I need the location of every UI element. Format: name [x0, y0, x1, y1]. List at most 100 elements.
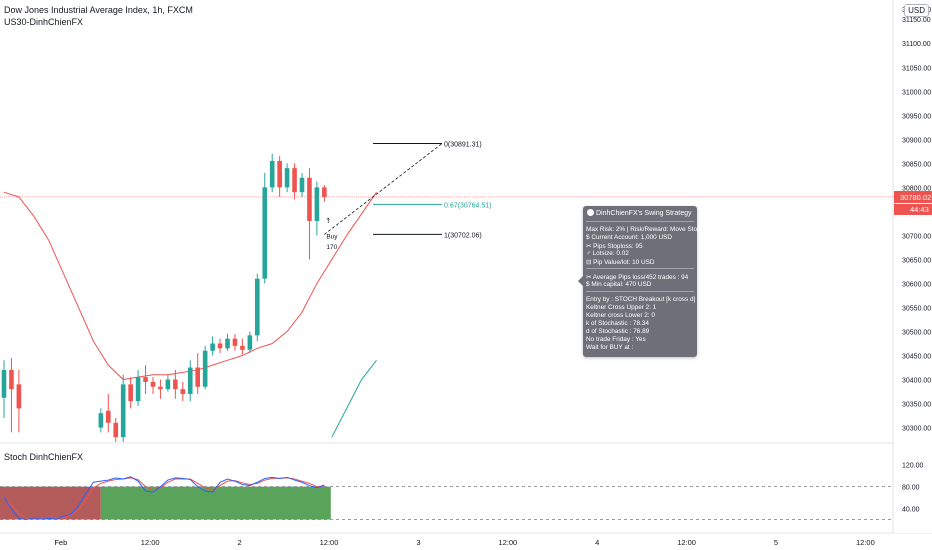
candle-body — [232, 338, 238, 346]
stoch-bg-red — [0, 486, 101, 520]
countdown-label: 44:43 — [910, 205, 929, 214]
grid-layer — [0, 0, 932, 534]
buy-signal-pips: 170 — [326, 244, 337, 251]
candle-body — [284, 168, 290, 188]
fib-level-label: 1(30702.06) — [444, 232, 482, 239]
price-tick-label: 30950.00 — [902, 113, 931, 120]
stoch-title: Stoch DinhChienFX — [4, 452, 84, 462]
tooltip-title: DinhChienFX's Swing Strategy — [596, 210, 692, 217]
candle-body — [247, 335, 253, 350]
price-axis[interactable]: 31200.0031150.0031100.0031050.0031000.00… — [894, 0, 932, 533]
stochastic-pane: 120.00 80.00 40.00 — [0, 463, 924, 521]
tooltip-header: DinhChienFX's Swing Strategy — [587, 209, 692, 217]
tooltip-pointer — [578, 276, 583, 286]
stoch-tick-label: 80.00 — [902, 485, 920, 492]
time-tick-label: 12:00 — [141, 538, 160, 547]
buy-signal-layer: Buy 170 ↑ — [325, 217, 338, 251]
price-tick-label: 30650.00 — [902, 257, 931, 264]
price-tick-label: 30700.00 — [902, 233, 931, 240]
time-tick-label: 12:00 — [498, 538, 517, 547]
candle-body — [150, 381, 156, 387]
candle-body — [120, 384, 126, 438]
time-tick-label: 12:00 — [320, 538, 339, 547]
candle-body — [113, 422, 119, 438]
candle-body — [98, 413, 104, 428]
price-tick-label: 30800.00 — [902, 185, 931, 192]
candle-body — [1, 369, 7, 398]
candle-body — [106, 410, 111, 423]
candle-body — [307, 177, 312, 221]
stoch-k-line — [3, 476, 325, 521]
keltner-lower-line — [331, 360, 377, 438]
price-tick-label: 30300.00 — [902, 426, 931, 433]
fibonacci-layer: 0(30891.31) 0.67(30764.51) 1(30702.06) — [324, 142, 491, 239]
candles-layer — [1, 153, 327, 442]
candle-body — [180, 389, 186, 394]
buy-signal-label: Buy — [326, 233, 338, 240]
candle-body — [269, 160, 275, 188]
tooltip-line: $ Current Account: 1,000 USD — [586, 234, 672, 241]
strategy-dot-icon — [587, 209, 594, 216]
tooltip-divider — [586, 291, 694, 292]
tooltip-line: Entry by : STOCH Breakout [k cross d] — [586, 296, 696, 303]
strategy-tooltip: DinhChienFX's Swing Strategy Max Risk: 2… — [578, 206, 701, 357]
candle-body — [292, 168, 297, 193]
price-tick-label: 31100.00 — [902, 41, 931, 48]
candle-body — [210, 343, 215, 351]
candle-body — [262, 187, 268, 279]
tooltip-divider — [586, 221, 694, 222]
time-tick-label: 5 — [774, 538, 778, 547]
time-tick-label: 12:00 — [856, 538, 875, 547]
currency-badge[interactable]: USD — [904, 4, 929, 17]
candle-body — [225, 338, 230, 349]
candle-body — [173, 379, 178, 390]
time-tick-label: 4 — [595, 538, 599, 547]
tooltip-line: ✂ Pips Stoploss: 95 — [586, 243, 643, 250]
price-tick-label: 30450.00 — [902, 354, 931, 361]
time-tick-label: 12:00 — [677, 538, 696, 547]
tooltip-line: k of Stochastic : 78.34 — [586, 320, 649, 327]
candle-body — [314, 187, 320, 221]
candle-body — [299, 177, 305, 193]
candle-body — [16, 384, 22, 409]
price-tick-label: 30400.00 — [902, 378, 931, 385]
buy-arrow-icon: ↑ — [325, 217, 331, 225]
candle-body — [158, 386, 163, 390]
candle-body — [277, 160, 282, 188]
chart-title: Dow Jones Industrial Average Index, 1h, … — [4, 5, 193, 15]
price-tick-label: 31000.00 — [902, 89, 931, 96]
price-tick-label: 30900.00 — [902, 137, 931, 144]
indicator-name: US30-DinhChienFX — [4, 17, 84, 27]
fib-level-label: 0(30891.31) — [444, 142, 482, 149]
time-tick-label: Feb — [54, 538, 67, 547]
candle-body — [135, 377, 141, 402]
current-price-tag — [894, 190, 932, 203]
candle-body — [165, 379, 171, 390]
stoch-tick-label: 40.00 — [902, 507, 920, 514]
tooltip-line: Keltner cross Lower 2: 0 — [586, 312, 655, 319]
tooltip-line: $ Min capital: 470 USD — [586, 281, 652, 288]
candle-body — [202, 350, 208, 387]
candle-body — [187, 367, 193, 394]
candle-body — [255, 278, 260, 336]
candle-body — [128, 384, 133, 402]
tooltip-line: Keltner Cross Upper 2: 1 — [586, 304, 657, 311]
candle-body — [322, 187, 327, 197]
price-tick-label: 30850.00 — [902, 161, 931, 168]
candle-body — [195, 367, 200, 387]
price-tick-label: 30500.00 — [902, 330, 931, 337]
price-axis-bg — [894, 0, 932, 533]
time-tick-label: 2 — [238, 538, 242, 547]
candle-body — [217, 343, 223, 349]
price-tick-label: 30550.00 — [902, 305, 931, 312]
tooltip-line: ♂ Lotsize: 0.02 — [586, 250, 629, 257]
price-tick-label: 31050.00 — [902, 65, 931, 72]
tooltip-line: ⊟ Pip Value/lot: 10 USD — [586, 259, 655, 266]
countdown-tag — [894, 203, 932, 215]
stoch-tick-label: 120.00 — [902, 463, 924, 470]
tooltip-line: Wait for BUY at : — [586, 344, 634, 351]
tooltip-line: No trade Friday : Yes — [586, 336, 646, 343]
tooltip-line: d of Stochastic : 76.89 — [586, 328, 650, 335]
